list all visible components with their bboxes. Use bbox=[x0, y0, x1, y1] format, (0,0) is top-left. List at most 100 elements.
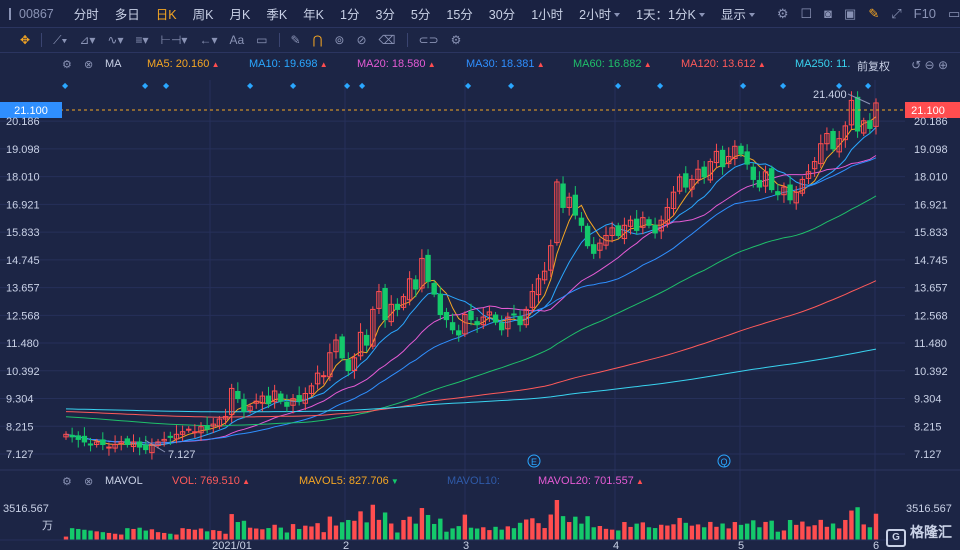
hide-icon[interactable]: ⊘ bbox=[356, 33, 367, 47]
sidebar-toggle-icon[interactable] bbox=[9, 7, 11, 20]
lock-icon[interactable]: ⊚ bbox=[334, 33, 345, 47]
volume-bar bbox=[204, 531, 210, 540]
fib-tool-icon[interactable]: ≡▾ bbox=[135, 33, 149, 47]
image-icon[interactable]: ▣ bbox=[844, 5, 857, 21]
panel-toggle-icon[interactable]: ▭ bbox=[948, 5, 960, 21]
volume-bar bbox=[659, 524, 664, 540]
candle-body bbox=[560, 183, 566, 208]
tab-interval-14[interactable]: 1天：1分K bbox=[628, 4, 713, 23]
settings-gear-icon[interactable]: ⚙ bbox=[776, 5, 789, 21]
tab-interval-1[interactable]: 多日 bbox=[114, 8, 140, 22]
channel-tool-icon[interactable]: ⊿▾ bbox=[79, 33, 96, 47]
volume-bar bbox=[94, 531, 99, 540]
volume-bar bbox=[591, 527, 596, 540]
tab-interval-12[interactable]: 1小时 bbox=[531, 8, 564, 22]
toolbar-settings-icon[interactable]: ⚙ bbox=[450, 33, 462, 47]
volume-bar bbox=[112, 533, 118, 540]
move-cross-icon[interactable]: ✥ bbox=[20, 33, 31, 47]
volume-bars bbox=[0, 500, 905, 541]
vol-settings-icon[interactable]: ⚙ bbox=[62, 476, 72, 488]
candle-body bbox=[449, 322, 456, 331]
volume-bar bbox=[493, 526, 498, 540]
link-icon[interactable]: ⊂⊃ bbox=[418, 33, 439, 47]
tab-interval-6[interactable]: 年K bbox=[303, 8, 325, 22]
display-menu[interactable]: 显示 bbox=[713, 4, 763, 23]
volume-bar bbox=[530, 518, 535, 540]
price-tick-label: 8.215 bbox=[6, 421, 34, 433]
event-marker: ◆ bbox=[465, 81, 472, 90]
candle-body bbox=[155, 441, 161, 447]
trash-icon[interactable]: ⌫ bbox=[378, 33, 396, 47]
volume-bar bbox=[389, 523, 394, 540]
price-tick-label: 12.568 bbox=[914, 310, 948, 322]
tab-interval-5[interactable]: 季K bbox=[266, 8, 288, 22]
tab-interval-11[interactable]: 30分 bbox=[488, 8, 516, 22]
candle-body bbox=[474, 321, 480, 326]
candle-body bbox=[719, 149, 726, 168]
candle-body bbox=[290, 398, 296, 406]
volume-bar bbox=[174, 534, 179, 540]
vol-close-icon[interactable]: ⊗ bbox=[84, 476, 94, 488]
ma250-value: MA250: 11. bbox=[795, 58, 851, 70]
candle-body bbox=[670, 191, 677, 209]
candle-body bbox=[419, 257, 425, 289]
line-tool-icon[interactable]: ⟋▾ bbox=[53, 32, 68, 47]
candle-body bbox=[456, 330, 462, 336]
tab-interval-0[interactable]: 分时 bbox=[73, 8, 99, 22]
wave-tool-icon[interactable]: ∿▾ bbox=[107, 33, 124, 47]
arrow-tool-icon[interactable]: ←▾ bbox=[199, 33, 218, 47]
brush-tool-icon[interactable]: ✎ bbox=[290, 33, 301, 47]
camera-icon[interactable]: ◙ bbox=[824, 6, 833, 21]
volume-bar bbox=[106, 532, 112, 540]
volume-bar bbox=[481, 527, 486, 540]
candle-body bbox=[842, 125, 849, 141]
ma-close-icon[interactable]: ⊗ bbox=[84, 59, 94, 71]
candle-body bbox=[517, 316, 523, 326]
candle-body bbox=[93, 441, 100, 446]
volume-bar bbox=[444, 531, 449, 540]
volume-bar bbox=[180, 528, 185, 540]
magnet-icon[interactable]: ⋂ bbox=[312, 33, 323, 47]
pencil-icon[interactable]: ✎ bbox=[868, 5, 880, 21]
comment-tool-icon[interactable]: ▭ bbox=[256, 33, 268, 47]
ma-settings-icon[interactable]: ⚙ bbox=[62, 59, 72, 71]
tab-interval-8[interactable]: 3分 bbox=[375, 8, 395, 22]
candle-body bbox=[615, 225, 621, 236]
volume-bar bbox=[781, 530, 787, 540]
text-tool-icon[interactable]: Aa bbox=[229, 33, 245, 47]
volume-axis-value: 3516.567 bbox=[3, 503, 49, 515]
vol-value: VOL: 769.510 bbox=[172, 475, 250, 487]
candle-body bbox=[640, 217, 646, 228]
date-tick-label: 5 bbox=[738, 540, 744, 550]
volume-bar bbox=[616, 530, 621, 540]
volume-bar bbox=[272, 524, 277, 540]
candle-body bbox=[664, 206, 671, 224]
zoom-out-icon[interactable]: ⊖ bbox=[924, 58, 935, 72]
undo-icon[interactable]: ↺ bbox=[911, 58, 922, 72]
candle-body bbox=[314, 372, 321, 385]
ma-legend: ⚙ ⊗ MA MA5: 20.160 MA10: 19.698 MA20: 18… bbox=[0, 58, 900, 74]
candle-body bbox=[584, 225, 591, 247]
measure-tool-icon[interactable]: ⊢⊣▾ bbox=[160, 33, 188, 47]
f10-button[interactable]: F10 bbox=[913, 6, 937, 21]
zoom-in-icon[interactable]: ⊕ bbox=[937, 58, 948, 72]
volume-bar bbox=[511, 528, 517, 540]
candlesticks bbox=[63, 91, 879, 460]
checkbox-icon[interactable]: ☐ bbox=[800, 5, 813, 21]
tab-interval-4[interactable]: 月K bbox=[229, 8, 251, 22]
candle-body bbox=[130, 441, 137, 448]
candle-body bbox=[854, 96, 861, 132]
fullscreen-icon[interactable]: ⤢ bbox=[891, 5, 902, 21]
volume-bar bbox=[849, 510, 854, 540]
tab-interval-3[interactable]: 周K bbox=[192, 8, 214, 22]
tab-interval-9[interactable]: 5分 bbox=[410, 8, 431, 22]
tab-interval-10[interactable]: 15分 bbox=[446, 8, 473, 22]
volume-bar bbox=[806, 526, 811, 540]
price-adjust-selector[interactable]: 前复权 bbox=[857, 61, 890, 73]
volume-bar bbox=[260, 529, 265, 540]
candle-body bbox=[756, 179, 763, 188]
tab-interval-7[interactable]: 1分 bbox=[340, 8, 360, 22]
tab-interval-2[interactable]: 日K bbox=[155, 8, 177, 22]
tab-interval-13[interactable]: 2小时 bbox=[571, 4, 628, 23]
